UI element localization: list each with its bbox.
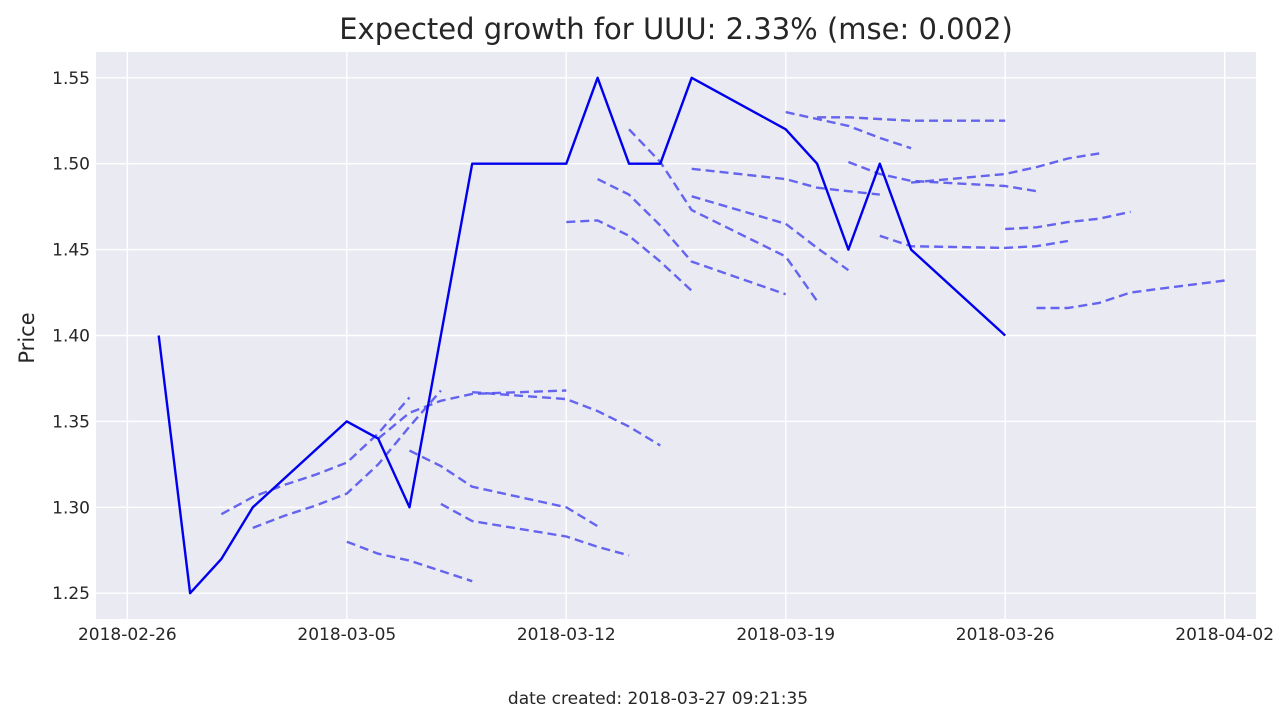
y-tick-label: 1.45 (52, 241, 90, 261)
x-tick-label: 2018-04-02 (1175, 625, 1273, 645)
forecast-line (628, 128, 819, 302)
grid-lines (96, 52, 1256, 619)
forecast-line (879, 234, 1069, 250)
x-tick-label: 2018-02-26 (78, 625, 177, 645)
date-created-footer: date created: 2018-03-27 09:21:35 (508, 689, 808, 709)
forecast-line (220, 396, 411, 516)
y-axis-ticks: 1.25 1.30 1.35 1.40 1.45 1.50 1.55 (52, 69, 90, 604)
forecast-line (597, 178, 787, 296)
forecast-line (785, 110, 912, 150)
y-tick-label: 1.50 (52, 155, 90, 175)
x-axis-ticks: 2018-02-26 2018-03-05 2018-03-12 2018-03-19… (78, 625, 1273, 645)
forecast-line (691, 195, 850, 272)
y-tick-label: 1.25 (52, 584, 90, 604)
forecast-line (566, 219, 693, 292)
forecast-line (377, 389, 567, 440)
chart-title: Expected growth for UUU: 2.33% (mse: 0.0… (339, 12, 1013, 46)
forecast-line (346, 540, 473, 583)
y-axis-label: Price (15, 312, 39, 363)
forecast-line (252, 389, 442, 530)
y-tick-label: 1.30 (52, 498, 90, 518)
x-tick-label: 2018-03-05 (297, 625, 396, 645)
forecast-line (472, 391, 661, 447)
forecast-line (440, 502, 630, 557)
y-tick-label: 1.35 (52, 412, 90, 432)
forecast-line (691, 167, 880, 196)
x-tick-label: 2018-03-26 (956, 625, 1055, 645)
actual-price-line (157, 76, 1007, 595)
x-tick-label: 2018-03-19 (736, 625, 835, 645)
forecast-line (910, 152, 1100, 184)
series-layer (157, 76, 1225, 595)
y-tick-label: 1.40 (52, 327, 90, 347)
forecast-line (1005, 210, 1131, 231)
forecast-line (408, 449, 599, 528)
forecast-line (817, 116, 1006, 122)
forecast-line (847, 160, 1037, 193)
x-tick-label: 2018-03-12 (517, 625, 616, 645)
y-tick-label: 1.55 (52, 69, 90, 89)
forecast-line (1036, 279, 1225, 310)
